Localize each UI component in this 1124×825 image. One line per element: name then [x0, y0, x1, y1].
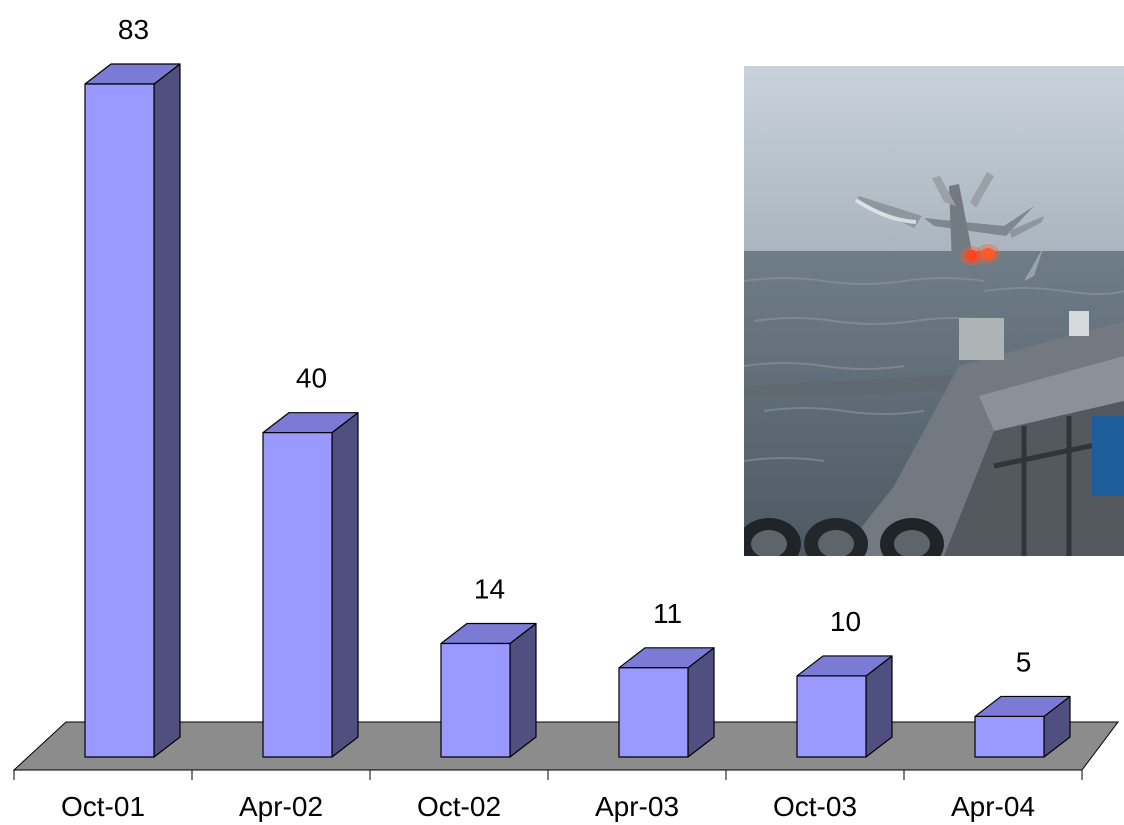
x-axis	[13, 769, 1083, 780]
x-tick-label: Apr-04	[951, 791, 1035, 822]
bar-side-face	[509, 622, 537, 758]
bar-oct-03	[796, 655, 893, 758]
bar-front-face	[262, 432, 333, 758]
bar-front-face	[974, 715, 1045, 758]
value-labels: 83 40 14 11 10 5	[118, 14, 1031, 677]
data-label: 5	[1016, 646, 1032, 677]
bar-apr-04	[974, 695, 1071, 758]
bars-group	[84, 63, 1071, 758]
bar-side-face	[153, 63, 181, 758]
data-label: 83	[118, 14, 149, 45]
bar-front-face	[84, 83, 155, 758]
bar-oct-02	[440, 622, 537, 758]
data-label: 14	[474, 573, 505, 604]
bar-oct-01	[84, 63, 181, 758]
bar-apr-03	[618, 647, 715, 758]
x-tick-label: Apr-03	[595, 791, 679, 822]
x-tick-label: Oct-01	[61, 791, 145, 822]
bar-apr-02	[262, 412, 359, 758]
data-label: 11	[653, 598, 682, 629]
bar-side-face	[331, 412, 359, 758]
x-tick-label: Oct-02	[417, 791, 501, 822]
bar-front-face	[440, 642, 511, 758]
data-label: 10	[830, 606, 861, 637]
category-labels: Oct-01 Apr-02 Oct-02 Apr-03 Oct-03 Apr-04	[61, 791, 1035, 822]
data-label: 40	[296, 363, 327, 394]
bar-front-face	[618, 667, 689, 758]
x-tick-label: Apr-02	[239, 791, 323, 822]
bar-front-face	[796, 675, 867, 758]
inset-photo-jet-launch	[744, 66, 1124, 556]
x-tick-label: Oct-03	[773, 791, 857, 822]
